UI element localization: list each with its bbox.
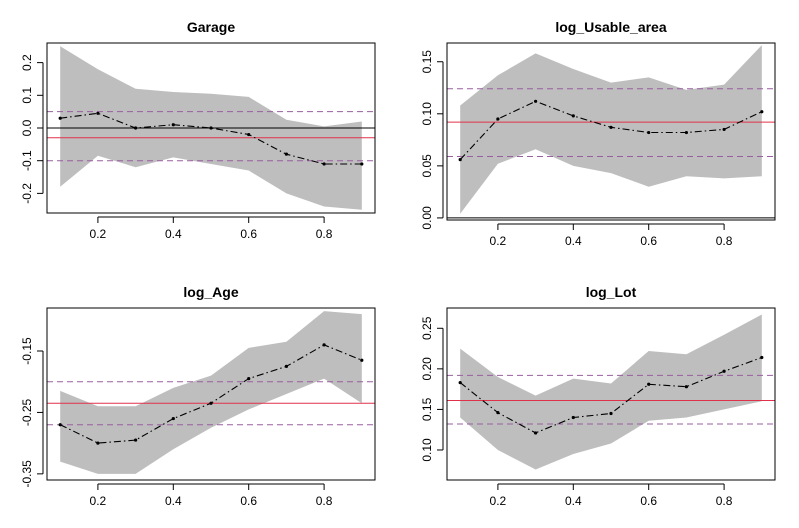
y-tick-label: 0.10 [420, 102, 434, 126]
estimate-point [496, 117, 500, 121]
x-tick-label: 0.6 [240, 494, 257, 508]
estimate-point [647, 382, 651, 386]
y-tick-label: -0.2 [20, 183, 34, 204]
panel-log-age: 0.2 0.4 0.6 0.8 -0.35 -0.25 -0.15 log_Age [20, 284, 376, 508]
y-tick-label: 0.25 [420, 316, 434, 340]
estimate-point [458, 158, 462, 162]
confidence-band [60, 311, 362, 474]
estimate-point [58, 423, 62, 427]
estimate-point [760, 355, 764, 360]
y-tick-label: 0.05 [420, 154, 434, 178]
estimate-point [247, 377, 251, 381]
estimate-point [322, 343, 326, 347]
estimate-point [760, 110, 764, 114]
estimate-point [684, 385, 689, 389]
estimate-point [533, 431, 538, 435]
estimate-point [496, 411, 500, 415]
x-tick-label: 0.6 [240, 227, 257, 241]
x-tick-label: 0.8 [716, 234, 733, 248]
x-tick-label: 0.2 [490, 494, 507, 508]
x-tick-label: 0.4 [565, 234, 582, 248]
estimate-point [609, 125, 613, 129]
x-tick-label: 0.8 [316, 494, 333, 508]
plot-area [47, 46, 375, 210]
plot-frame [46, 307, 376, 481]
estimate-point [722, 127, 726, 132]
estimate-point [209, 401, 213, 405]
estimate-point [284, 364, 289, 368]
x-tick-label: 0.6 [640, 234, 657, 248]
y-tick-label: 0.1 [20, 87, 34, 104]
x-tick-label: 0.4 [165, 227, 182, 241]
x-axis: 0.2 0.4 0.6 0.8 [90, 216, 333, 241]
y-axis: 0.10 0.15 0.20 0.25 [420, 316, 444, 462]
x-tick-label: 0.8 [716, 494, 733, 508]
y-axis: -0.35 -0.25 -0.15 [20, 337, 44, 488]
panel-log-usable-area: 0.2 0.4 0.6 0.8 0.00 0.05 0.10 0.15 log_Usable_a… [420, 19, 776, 248]
y-tick-label: -0.35 [20, 460, 34, 488]
plot-frame [46, 42, 376, 214]
x-tick-label: 0.6 [640, 494, 657, 508]
estimate-point [58, 116, 62, 120]
panel-garage: 0.2 0.4 0.6 0.8 -0.2 -0.1 0.0 0.1 0.2 Garage [20, 19, 376, 241]
confidence-band [460, 45, 762, 214]
estimate-point [609, 411, 613, 416]
chart-title: Garage [187, 19, 235, 35]
y-axis: -0.2 -0.1 0.0 0.1 0.2 [20, 54, 44, 204]
estimate-point [684, 130, 689, 135]
y-tick-label: 0.0 [20, 119, 34, 136]
y-tick-label: 0.20 [420, 357, 434, 381]
x-tick-label: 0.4 [565, 494, 582, 508]
confidence-band [460, 314, 762, 470]
estimate-point [96, 441, 100, 445]
x-tick-label: 0.2 [90, 494, 107, 508]
y-tick-label: 0.15 [420, 50, 434, 74]
estimate-point [171, 123, 175, 127]
plot-area [447, 45, 775, 219]
estimate-point [360, 162, 364, 166]
plot-frame [446, 307, 776, 481]
x-axis: 0.2 0.4 0.6 0.8 [490, 223, 733, 248]
y-tick-label: -0.1 [20, 150, 34, 171]
estimate-point [360, 358, 364, 362]
y-tick-label: 0.10 [420, 438, 434, 462]
estimate-point [96, 111, 100, 115]
y-tick-label: 0.00 [420, 206, 434, 230]
chart-title: log_Usable_area [555, 19, 666, 35]
y-tick-label: 0.15 [420, 397, 434, 421]
x-tick-label: 0.2 [90, 227, 107, 241]
estimate-point [247, 132, 251, 137]
x-axis: 0.2 0.4 0.6 0.8 [490, 483, 733, 508]
panel-log-lot: 0.2 0.4 0.6 0.8 0.10 0.15 0.20 0.25 log_Lot [420, 284, 776, 508]
estimate-point [571, 114, 575, 118]
x-tick-label: 0.8 [316, 227, 333, 241]
estimate-point [647, 130, 651, 135]
chart-title: log_Lot [586, 284, 637, 300]
plot-area [447, 314, 775, 470]
estimate-point [533, 99, 538, 103]
x-tick-label: 0.4 [165, 494, 182, 508]
estimate-point [171, 416, 175, 421]
estimate-point [133, 126, 138, 130]
x-tick-label: 0.2 [490, 234, 507, 248]
estimate-point [133, 438, 138, 442]
estimate-point [209, 126, 213, 130]
estimate-point [284, 152, 289, 156]
chart-title: log_Age [183, 284, 238, 300]
estimate-point [722, 369, 726, 373]
plot-frame [446, 42, 776, 221]
y-tick-label: -0.25 [20, 398, 34, 426]
plot-area [47, 311, 375, 474]
estimate-point [458, 381, 462, 385]
y-axis: 0.00 0.05 0.10 0.15 [420, 50, 444, 230]
estimate-point [571, 415, 575, 420]
y-tick-label: -0.15 [20, 337, 34, 365]
estimate-point [322, 162, 326, 166]
x-axis: 0.2 0.4 0.6 0.8 [90, 483, 333, 508]
y-tick-label: 0.2 [20, 54, 34, 71]
